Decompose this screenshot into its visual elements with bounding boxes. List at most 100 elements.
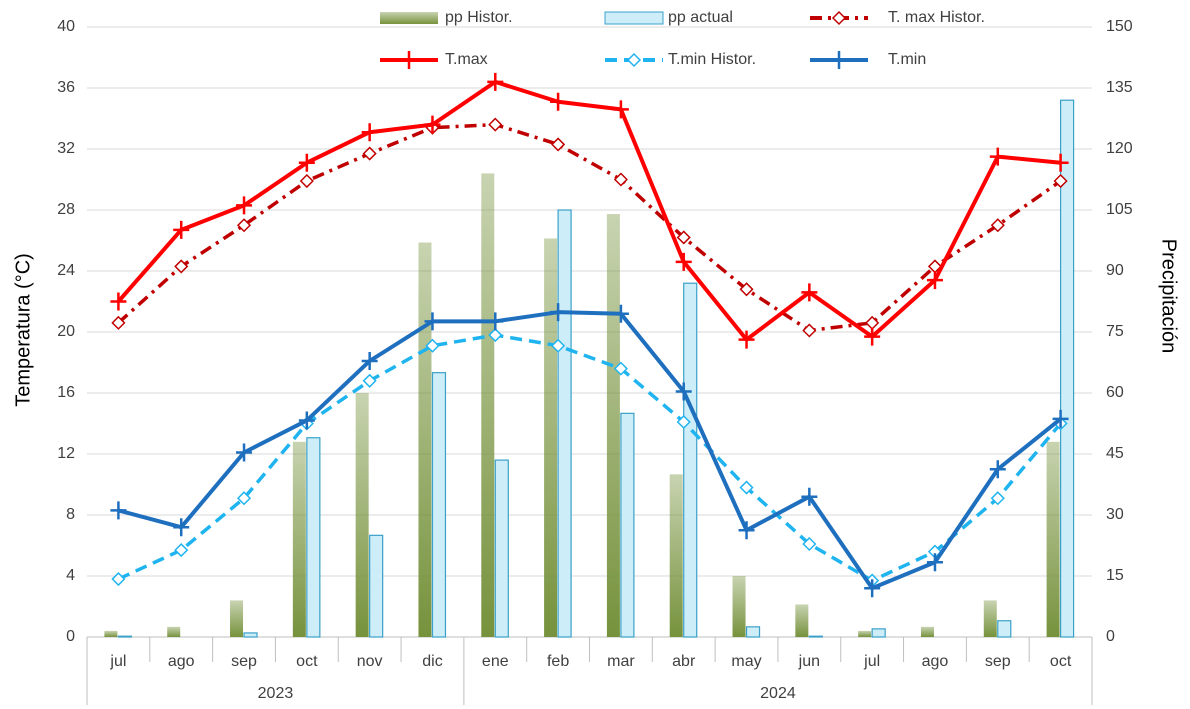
marker [551, 137, 566, 152]
marker [989, 147, 1006, 166]
marker [675, 252, 692, 271]
marker [738, 521, 755, 540]
y-tick-label: 0 [66, 628, 75, 645]
line [116, 79, 1061, 342]
legend-label: T. max Histor. [888, 9, 985, 26]
marker [488, 117, 503, 132]
y2-tick-label: 75 [1106, 323, 1124, 340]
y2-tick-label: 120 [1106, 140, 1133, 157]
bar [745, 626, 761, 638]
marker [801, 283, 818, 302]
marker [173, 518, 190, 537]
marker [738, 330, 755, 349]
marker [1052, 409, 1069, 428]
y2-tick-label: 15 [1106, 567, 1124, 584]
marker [174, 259, 189, 274]
x-tick-label: feb [547, 653, 569, 670]
marker [802, 536, 817, 552]
bar [1046, 441, 1060, 637]
marker [236, 196, 253, 215]
marker [551, 338, 566, 353]
bar [983, 600, 997, 637]
bar [167, 626, 181, 637]
bar [117, 635, 133, 638]
marker [1052, 153, 1069, 172]
marker [550, 303, 567, 322]
marker [676, 414, 691, 430]
x-tick-label: oct [1050, 653, 1072, 670]
legend-swatch [380, 12, 438, 24]
bar [795, 604, 809, 637]
marker [989, 460, 1006, 479]
marker [299, 173, 314, 189]
marker [864, 327, 881, 346]
marker [362, 146, 377, 161]
legend-label: T.min Histor. [668, 51, 756, 68]
x-tick-label: ago [168, 653, 195, 670]
legend-label: T.max [445, 51, 488, 68]
marker [488, 327, 503, 343]
marker [487, 72, 504, 91]
marker [298, 153, 315, 172]
year-label: 2024 [760, 685, 796, 702]
marker [424, 312, 441, 331]
x-tick-label: oct [296, 653, 318, 670]
y2-tick-label: 60 [1106, 384, 1124, 401]
bar [606, 214, 620, 638]
x-tick-label: nov [357, 653, 383, 670]
bar [230, 600, 244, 637]
legend-swatch [604, 11, 664, 25]
marker [110, 501, 127, 520]
y-tick-label: 20 [57, 323, 75, 340]
legend-marker [401, 51, 417, 69]
line [117, 122, 1062, 333]
marker [801, 487, 818, 506]
marker [1053, 173, 1068, 189]
marker [173, 220, 190, 239]
y-tick-label: 4 [66, 567, 75, 584]
y-tick-label: 40 [57, 18, 75, 35]
marker [487, 312, 504, 331]
marker [550, 92, 567, 111]
marker [111, 571, 126, 587]
bar [669, 474, 683, 637]
bar [544, 238, 558, 637]
y2-tick-label: 90 [1106, 262, 1124, 279]
marker [675, 382, 692, 401]
bar [355, 393, 369, 637]
marker [362, 373, 377, 388]
legend-marker [626, 52, 642, 68]
marker [802, 323, 817, 338]
marker [236, 218, 252, 233]
y2-tick-label: 45 [1106, 445, 1124, 462]
y2-tick-label: 105 [1106, 201, 1133, 218]
line [117, 310, 1062, 591]
line [117, 333, 1062, 583]
marker [361, 123, 378, 142]
bar [431, 372, 447, 638]
marker [613, 172, 628, 187]
marker [236, 443, 253, 462]
y2-tick-label: 30 [1106, 506, 1124, 523]
marker [739, 480, 754, 495]
legend-label: pp actual [668, 9, 733, 26]
x-tick-label: may [731, 653, 761, 670]
marker [174, 543, 189, 558]
marker [990, 218, 1005, 233]
bar [369, 534, 384, 638]
y-tick-label: 8 [66, 506, 75, 523]
bar [683, 282, 698, 638]
y-tick-label: 24 [57, 262, 75, 279]
y-tick-label: 36 [57, 79, 75, 96]
x-tick-label: jul [863, 653, 880, 670]
x-tick-label: sep [231, 653, 257, 670]
y-tick-label: 12 [57, 445, 75, 462]
marker [926, 553, 943, 572]
marker [298, 411, 315, 430]
bar [557, 209, 572, 638]
bar [1059, 99, 1075, 638]
legend-label: T.min [888, 51, 926, 68]
marker [990, 491, 1005, 506]
bar [858, 630, 872, 637]
